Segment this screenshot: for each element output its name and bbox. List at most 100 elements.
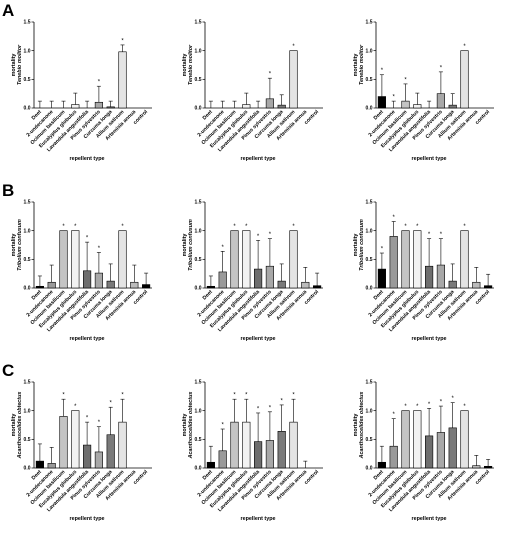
bar-pinus-sylvestris <box>265 265 274 289</box>
significance-mark: * <box>428 232 431 238</box>
y-axis-title-line1: mortality <box>182 414 188 437</box>
bar-deet <box>377 461 386 469</box>
y-axis-title-line1: mortality <box>353 234 359 257</box>
bar-eucalyptus-globulus <box>413 104 422 109</box>
bar-pinus-sylvestris <box>94 272 103 289</box>
y-tick-label: 0.0 <box>24 286 31 292</box>
y-tick-label: 1.5 <box>24 200 31 206</box>
y-tick-label: 1.5 <box>195 380 202 386</box>
significance-mark: * <box>269 72 272 78</box>
significance-mark: * <box>233 224 236 230</box>
y-tick-label: 0.0 <box>195 466 202 472</box>
bar-curcuma-longa <box>277 431 286 469</box>
bar-deet <box>206 461 215 469</box>
significance-mark: * <box>110 401 113 407</box>
y-tick-label: 0.5 <box>24 77 31 83</box>
y-axis-title-species: Tribolium confusum <box>17 219 23 271</box>
significance-mark: * <box>121 38 124 44</box>
bar-eucalyptus-globulus <box>413 230 422 289</box>
bar-curcuma-longa <box>277 104 286 109</box>
bar-2-undecanone <box>47 463 56 469</box>
significance-mark: * <box>440 65 443 71</box>
panel-letter-a: A <box>2 1 14 20</box>
significance-mark: * <box>74 404 77 410</box>
bar-eucalyptus-globulus <box>71 104 80 109</box>
bar-2-undecanone <box>389 445 398 469</box>
y-axis-title-species: Tenebio molitor <box>188 44 194 85</box>
significance-mark: * <box>404 77 407 83</box>
x-axis-title: repellent type <box>69 156 104 162</box>
significance-mark: * <box>428 402 431 408</box>
y-axis-title: mortalityTribolium confusum <box>182 219 194 271</box>
significance-mark: * <box>404 404 407 410</box>
bar-allium-sativum <box>460 50 469 109</box>
significance-mark: * <box>245 224 248 230</box>
bar-allium-sativum <box>118 51 127 109</box>
x-axis-title: repellent type <box>69 336 104 342</box>
bar-curcuma-longa <box>106 280 115 289</box>
y-tick-label: 1.0 <box>195 408 202 414</box>
significance-mark: * <box>269 405 272 411</box>
bar-pinus-sylvestris <box>94 101 103 109</box>
chart-b-3: 0.0 0.5 1.0 1.5 mortalityTribolium confusum *… <box>353 200 494 342</box>
significance-mark: * <box>393 215 396 221</box>
significance-mark: * <box>292 224 295 230</box>
bar-deet <box>35 460 44 469</box>
bar-artemisia-annua <box>472 465 481 469</box>
bar-curcuma-longa <box>277 280 286 289</box>
bar-pinus-sylvestris <box>265 98 274 109</box>
y-axis-title-line1: mortality <box>11 54 17 77</box>
y-axis-title-line1: mortality <box>182 234 188 257</box>
bar-control <box>142 284 151 289</box>
y-tick-label: 0.5 <box>24 437 31 443</box>
significance-mark: * <box>393 95 396 101</box>
significance-mark: * <box>257 406 260 412</box>
y-axis-title-line1: mortality <box>11 234 17 257</box>
significance-mark: * <box>245 393 248 399</box>
significance-mark: * <box>281 398 284 404</box>
significance-mark: * <box>381 247 384 253</box>
bar-artemisia-annua <box>472 281 481 289</box>
y-axis-title: mortalityAcanthoscelides obtectus <box>11 392 23 460</box>
significance-mark: * <box>62 393 65 399</box>
bar-eucalyptus-globulus <box>413 410 422 469</box>
bar-allium-sativum <box>289 230 298 289</box>
y-tick-label: 1.0 <box>24 408 31 414</box>
y-tick-label: 1.0 <box>366 48 373 54</box>
y-tick-label: 1.5 <box>366 20 373 26</box>
x-axis-title: repellent type <box>240 336 275 342</box>
bar-artemisia-annua <box>130 281 139 289</box>
bar-allium-sativum <box>460 410 469 469</box>
x-axis-title: repellent type <box>69 516 104 522</box>
significance-mark: * <box>404 224 407 230</box>
y-axis-title-species: Tribolium confusum <box>359 219 365 271</box>
significance-mark: * <box>463 404 466 410</box>
y-tick-label: 1.0 <box>24 228 31 234</box>
y-tick-label: 1.5 <box>195 20 202 26</box>
y-tick-label: 0.0 <box>24 466 31 472</box>
bar-control <box>313 285 322 289</box>
bar-allium-sativum <box>289 421 298 469</box>
y-tick-label: 1.5 <box>366 200 373 206</box>
bar-lavandula-angustifolia <box>254 268 263 289</box>
significance-mark: * <box>257 234 260 240</box>
panel-letter-c: C <box>2 361 14 380</box>
y-tick-label: 0.5 <box>195 77 202 83</box>
bar-pinus-sylvestris <box>265 440 274 469</box>
bar-deet <box>206 285 215 289</box>
significance-mark: * <box>269 232 272 238</box>
bar-eucalyptus-globulus <box>242 421 251 469</box>
significance-mark: * <box>74 224 77 230</box>
y-tick-label: 1.5 <box>366 380 373 386</box>
panel-letter-b: B <box>2 181 14 200</box>
y-tick-label: 0.0 <box>366 286 373 292</box>
bar-2-undecanone <box>389 236 398 289</box>
y-tick-label: 0.5 <box>24 257 31 263</box>
significance-mark: * <box>62 224 65 230</box>
y-axis-title-species: Acanthoscelides obtectus <box>17 392 23 460</box>
